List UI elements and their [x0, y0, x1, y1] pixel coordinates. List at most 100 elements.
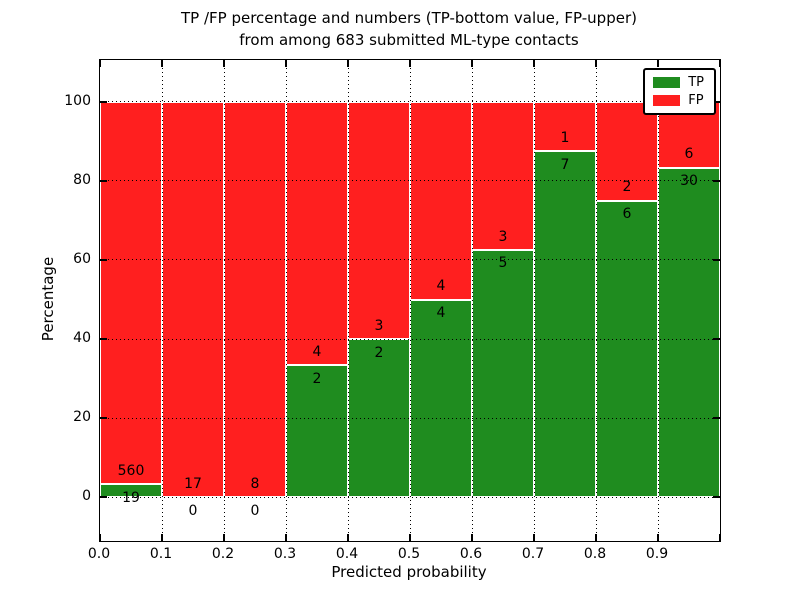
y-tick-mark — [100, 338, 107, 341]
fp-count-label: 3 — [498, 228, 508, 245]
fp-count-label: 2 — [622, 179, 632, 196]
x-tick-label: 0.4 — [335, 546, 359, 562]
fp-bar-segment — [472, 101, 534, 251]
x-tick-mark — [719, 60, 721, 67]
x-tick-label: 0.9 — [645, 546, 669, 562]
x-tick-mark — [223, 60, 225, 67]
x-axis-label: Predicted probability — [331, 563, 487, 581]
tp-bar-segment — [534, 151, 596, 498]
y-tick-mark — [100, 179, 107, 182]
fp-count-label: 1 — [560, 129, 570, 146]
plot-area: 560 19 17 0 8 0 4 2 3 2 4 4 3 5 1 7 2 6 6 30 TP FP — [99, 59, 721, 542]
x-tick-mark — [657, 534, 659, 541]
fp-count-label: 8 — [250, 475, 260, 492]
x-tick-mark — [347, 60, 349, 67]
x-tick-mark — [533, 534, 535, 541]
y-tick-mark — [100, 258, 107, 261]
horizontal-gridline — [100, 101, 720, 103]
x-tick-mark — [347, 534, 349, 541]
x-tick-label: 0.0 — [87, 546, 111, 562]
y-tick-label: 80 — [73, 171, 91, 188]
vertical-gridline — [409, 60, 411, 541]
tp-bar-segment — [658, 167, 720, 498]
tp-bar-segment — [596, 200, 658, 498]
x-tick-label: 0.3 — [273, 546, 297, 562]
x-tick-label: 0.2 — [211, 546, 235, 562]
fp-bar-segment — [348, 101, 410, 340]
x-tick-label: 0.8 — [583, 546, 607, 562]
legend: TP FP — [643, 68, 716, 115]
chart-title: TP /FP percentage and numbers (TP-bottom… — [9, 7, 800, 51]
fp-count-label: 17 — [184, 475, 202, 492]
tp-count-label: 6 — [622, 205, 632, 222]
tp-count-label: 2 — [374, 344, 384, 361]
horizontal-gridline — [100, 259, 720, 261]
x-tick-label: 0.1 — [149, 546, 173, 562]
fp-bar-segment — [410, 101, 472, 300]
tp-count-label: 5 — [498, 255, 508, 272]
x-tick-mark — [99, 534, 101, 541]
legend-item-tp: TP — [653, 76, 704, 89]
y-tick-label: 20 — [73, 409, 91, 426]
y-tick-label: 60 — [73, 250, 91, 267]
vertical-gridline — [657, 60, 659, 541]
x-tick-label: 0.5 — [397, 546, 421, 562]
tp-count-label: 7 — [560, 156, 570, 173]
tp-bar-segment — [286, 365, 348, 498]
fp-count-label: 3 — [374, 317, 384, 334]
x-tick-label: 0.6 — [459, 546, 483, 562]
y-tick-label: 0 — [82, 488, 91, 505]
fp-count-label: 560 — [117, 463, 145, 479]
x-tick-mark — [285, 60, 287, 67]
x-tick-mark — [471, 534, 473, 541]
fp-bar-segment — [162, 101, 224, 498]
x-tick-mark — [409, 60, 411, 67]
tp-legend-swatch — [653, 77, 681, 88]
x-tick-mark — [595, 534, 597, 541]
x-tick-mark — [161, 60, 163, 67]
fp-count-label: 6 — [684, 146, 694, 163]
x-tick-mark — [657, 60, 659, 67]
horizontal-gridline — [100, 496, 720, 498]
fp-count-label: 4 — [312, 344, 322, 361]
tp-count-label: 4 — [436, 304, 446, 321]
fp-bar-segment — [534, 101, 596, 152]
tp-count-label: 30 — [680, 173, 698, 189]
tp-count-label: 19 — [122, 489, 140, 506]
tp-count-label: 0 — [250, 502, 260, 519]
x-tick-mark — [285, 534, 287, 541]
y-tick-mark — [100, 496, 107, 499]
x-tick-mark — [595, 60, 597, 67]
x-tick-mark — [533, 60, 535, 67]
x-tick-mark — [409, 534, 411, 541]
y-tick-mark — [100, 417, 107, 420]
y-tick-mark — [713, 417, 720, 420]
vertical-gridline — [161, 60, 163, 541]
x-tick-mark — [99, 60, 101, 67]
tp-bar-segment — [472, 250, 534, 498]
tp-count-label: 2 — [312, 370, 322, 387]
tp-count-label: 0 — [188, 502, 198, 519]
legend-label-fp: FP — [688, 93, 704, 108]
fp-bar-segment — [224, 101, 286, 498]
vertical-gridline — [533, 60, 535, 541]
legend-item-fp: FP — [653, 94, 704, 107]
chart-title-line1: TP /FP percentage and numbers (TP-bottom… — [181, 9, 637, 27]
chart-title-line2: from among 683 submitted ML-type contact… — [239, 31, 579, 49]
y-tick-label: 100 — [64, 92, 91, 109]
x-tick-mark — [719, 534, 721, 541]
y-tick-mark — [713, 179, 720, 182]
x-tick-label: 0.7 — [521, 546, 545, 562]
legend-label-tp: TP — [688, 75, 704, 90]
fp-count-label: 4 — [436, 278, 446, 295]
horizontal-gridline — [100, 338, 720, 340]
vertical-gridline — [595, 60, 597, 541]
tp-bar-segment — [410, 299, 472, 498]
y-tick-mark — [713, 338, 720, 341]
fp-legend-swatch — [653, 95, 681, 106]
y-tick-mark — [713, 496, 720, 499]
x-tick-mark — [161, 534, 163, 541]
x-tick-mark — [471, 60, 473, 67]
y-tick-label: 40 — [73, 330, 91, 347]
